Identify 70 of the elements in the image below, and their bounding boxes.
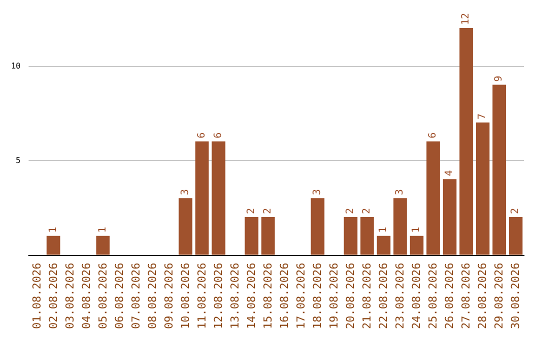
data-label: 2 [362, 208, 373, 214]
x-tick-label: 16.08.2026 [278, 262, 292, 330]
x-tick-label: 07.08.2026 [129, 262, 142, 330]
bar [344, 216, 358, 255]
x-tick-label: 28.08.2026 [476, 262, 490, 330]
x-tick-label: 23.08.2026 [394, 262, 407, 330]
data-label: 2 [510, 208, 522, 214]
x-tick-label: 25.08.2026 [426, 262, 440, 330]
x-tick-label: 17.08.2026 [294, 262, 308, 330]
x-tick-label: 24.08.2026 [410, 262, 424, 330]
x-tick-label: 03.08.2026 [63, 262, 76, 330]
data-label: 7 [477, 113, 488, 120]
bar [476, 122, 490, 255]
data-label: 1 [97, 226, 108, 233]
x-tick-label: 11.08.2026 [196, 262, 209, 330]
bar [459, 28, 473, 255]
x-tick-label: 05.08.2026 [96, 262, 110, 330]
y-tick-label: 5 [16, 156, 21, 165]
x-tick-label: 02.08.2026 [46, 262, 60, 330]
data-label: 2 [262, 208, 274, 214]
data-label: 2 [246, 208, 258, 214]
x-tick-label: 18.08.2026 [311, 262, 324, 330]
bar [426, 141, 440, 255]
data-label: 4 [444, 170, 456, 176]
data-label: 2 [345, 208, 356, 214]
x-tick-label: 26.08.2026 [443, 262, 456, 330]
data-label: 1 [48, 226, 59, 233]
bar [410, 236, 424, 255]
x-tick-label: 10.08.2026 [179, 262, 192, 330]
x-tick-label: 29.08.2026 [492, 262, 506, 330]
bar [508, 216, 523, 255]
bar [393, 198, 407, 255]
x-tick-label: 22.08.2026 [377, 262, 390, 330]
data-label: 6 [428, 132, 439, 138]
x-tick-label: 27.08.2026 [460, 262, 473, 330]
x-tick-label: 09.08.2026 [162, 262, 176, 330]
bar [178, 198, 192, 255]
data-label: 3 [180, 189, 191, 196]
data-label: 9 [494, 76, 505, 82]
x-tick-label: 01.08.2026 [30, 262, 44, 330]
bar [310, 198, 324, 255]
x-tick-label: 04.08.2026 [80, 262, 93, 330]
bar [46, 236, 60, 255]
bar [442, 179, 456, 255]
data-label: 3 [394, 189, 406, 196]
x-tick-label: 20.08.2026 [344, 262, 358, 330]
x-tick-label: 19.08.2026 [328, 262, 341, 330]
x-tick-label: 30.08.2026 [509, 262, 522, 330]
y-tick-label: 10 [10, 61, 21, 70]
data-label: 3 [312, 189, 324, 196]
bar [261, 216, 275, 255]
bar [360, 216, 374, 255]
x-tick-label: 08.08.2026 [146, 262, 159, 330]
x-tick-label: 12.08.2026 [212, 262, 226, 330]
bar [212, 141, 226, 255]
x-tick-label: 21.08.2026 [360, 262, 374, 330]
bar [492, 84, 506, 255]
data-label: 6 [196, 132, 208, 138]
x-tick-label: 06.08.2026 [112, 262, 126, 330]
data-label: 1 [378, 226, 390, 233]
bar [376, 236, 390, 255]
x-tick-label: 14.08.2026 [245, 262, 258, 330]
bar [96, 236, 110, 255]
x-tick-label: 15.08.2026 [262, 262, 275, 330]
x-tick-label: 13.08.2026 [228, 262, 242, 330]
data-label: 6 [213, 132, 224, 138]
data-label: 1 [411, 226, 422, 233]
bar [244, 216, 258, 255]
data-label: 12 [460, 12, 472, 25]
bar [195, 141, 209, 255]
